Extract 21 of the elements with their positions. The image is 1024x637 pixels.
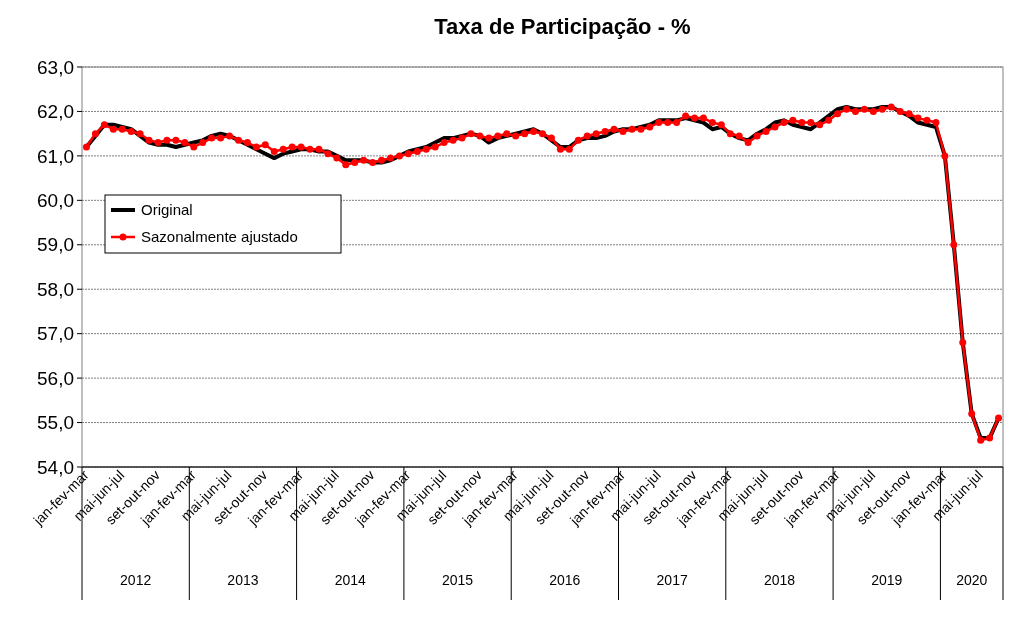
y-tick-label: 63,0 (37, 56, 74, 78)
text: 2015 (441, 572, 474, 588)
text: 2013 (227, 572, 259, 588)
y-tick-label: 60,0 (37, 189, 74, 211)
y-tick-label: 56,0 (37, 367, 74, 389)
y-tick-label: 59,0 (37, 234, 74, 256)
text: 2017 (656, 572, 688, 588)
text: 2012 (120, 572, 152, 588)
text: 2014 (334, 572, 367, 588)
text: 2020 (956, 572, 988, 588)
y-tick-label: 55,0 (37, 412, 74, 434)
text: 2018 (763, 572, 796, 588)
legend-label: Sazonalmente ajustado (141, 228, 298, 246)
legend-label: Original (141, 201, 193, 219)
y-tick-label: 57,0 (37, 323, 74, 345)
y-tick-label: 58,0 (37, 278, 74, 300)
chart-title: Taxa de Participação - % (434, 14, 691, 39)
text: 2019 (871, 572, 903, 588)
y-tick-label: 62,0 (37, 101, 74, 123)
y-tick-label: 61,0 (37, 145, 74, 167)
text: 2016 (549, 572, 581, 588)
